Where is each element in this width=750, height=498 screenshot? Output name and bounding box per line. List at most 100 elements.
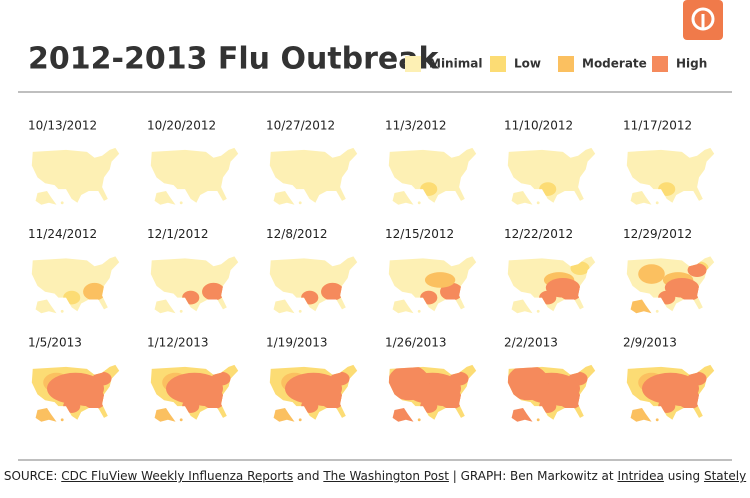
map-date: 10/27/2012 (266, 119, 335, 133)
region (424, 272, 456, 288)
region-group (507, 364, 590, 413)
region (63, 290, 81, 305)
map-date: 1/19/2013 (266, 336, 328, 350)
us-map (388, 364, 477, 422)
alaska (511, 299, 533, 314)
alaska (630, 191, 652, 205)
hawaii (179, 201, 183, 205)
source-link[interactable]: CDC FluView Weekly Influenza Reports (61, 469, 294, 483)
map-date: 2/9/2013 (623, 336, 677, 350)
alaska (511, 191, 533, 205)
map-date: 12/8/2012 (266, 227, 328, 241)
region (182, 290, 200, 305)
footer-text: SOURCE: (3, 469, 62, 483)
state-area (507, 147, 596, 203)
region-group (281, 369, 352, 413)
footer-text: and (293, 469, 324, 483)
alaska (273, 299, 295, 314)
region (83, 282, 106, 301)
us-map (31, 147, 120, 205)
map-date: 11/24/2012 (28, 227, 97, 241)
hawaii (60, 418, 64, 422)
region (285, 372, 342, 405)
region (440, 282, 463, 301)
hawaii (60, 201, 64, 205)
us-map (507, 256, 596, 314)
region (570, 261, 590, 276)
state-area (388, 147, 477, 203)
map-date: 1/12/2013 (147, 336, 209, 350)
hawaii (298, 418, 302, 422)
state-area (269, 147, 358, 203)
us-map (507, 364, 596, 422)
map-date: 12/29/2012 (623, 227, 692, 241)
us-map (626, 364, 715, 422)
source-link[interactable]: Intridea (617, 469, 664, 483)
state-area (31, 147, 120, 203)
us-map (269, 364, 358, 422)
us-map (150, 364, 239, 422)
legend-label: Minimal (429, 57, 482, 71)
hawaii (60, 309, 64, 313)
region (687, 263, 707, 277)
region-group (301, 282, 344, 305)
region (658, 182, 676, 196)
hawaii (536, 309, 540, 313)
region-group (420, 182, 438, 196)
alaska (392, 299, 414, 314)
region (642, 372, 699, 405)
hawaii (417, 418, 421, 422)
state-area (626, 147, 715, 203)
hawaii (298, 201, 302, 205)
legend-swatch (652, 56, 668, 72)
hawaii (536, 201, 540, 205)
region (301, 290, 319, 305)
map-date: 1/26/2013 (385, 336, 447, 350)
footer-text: using (663, 469, 704, 483)
hawaii (417, 309, 421, 313)
alaska (35, 191, 57, 205)
map-date: 2/2/2013 (504, 336, 558, 350)
map-date: 1/5/2013 (28, 336, 82, 350)
us-map (388, 256, 477, 314)
region-group (162, 369, 233, 413)
source-link[interactable]: Stately (703, 469, 747, 483)
us-map (150, 147, 239, 205)
us-map (31, 364, 120, 422)
region-group (43, 369, 114, 413)
alaska (630, 408, 652, 422)
us-map (269, 147, 358, 205)
map-date: 12/15/2012 (385, 227, 454, 241)
alaska (630, 299, 652, 314)
region-group (539, 182, 557, 196)
hawaii (655, 309, 659, 313)
us-map (269, 256, 358, 314)
hawaii (536, 418, 540, 422)
region-group (388, 364, 471, 413)
region-group (638, 369, 709, 413)
map-date: 12/22/2012 (504, 227, 573, 241)
region (638, 264, 665, 284)
alaska (273, 408, 295, 422)
alaska (511, 408, 533, 422)
legend-swatch (558, 56, 574, 72)
alaska (35, 408, 57, 422)
region (388, 364, 430, 401)
alaska (273, 191, 295, 205)
map-date: 11/3/2012 (385, 119, 447, 133)
alaska (392, 408, 414, 422)
us-map (31, 256, 120, 314)
region (545, 277, 580, 298)
legend-swatch (490, 56, 506, 72)
us-map (626, 147, 715, 205)
us-map (150, 256, 239, 314)
footer: SOURCE: CDC FluView Weekly Influenza Rep… (0, 469, 750, 483)
source-link[interactable]: The Washington Post (323, 469, 449, 483)
state-area (150, 147, 239, 203)
map-date: 10/13/2012 (28, 119, 97, 133)
us-map (507, 147, 596, 205)
alaska (154, 299, 176, 314)
hawaii (179, 418, 183, 422)
us-map (626, 256, 715, 314)
